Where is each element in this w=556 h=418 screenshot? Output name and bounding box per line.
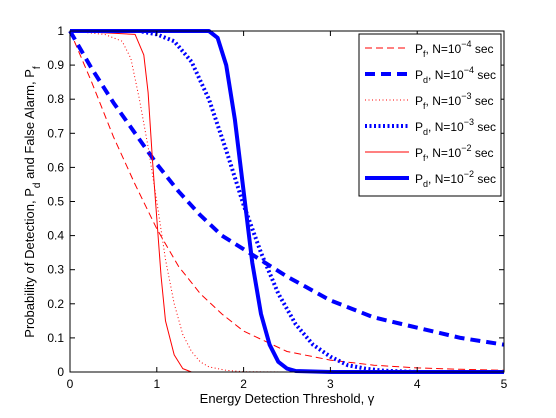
y-tick-label: 0.3 [47,263,64,277]
x-tick-label: 3 [327,377,334,391]
y-tick-label: 0.8 [47,92,64,106]
y-tick-label: 0.9 [47,58,64,72]
series-line-1 [69,30,505,371]
y-tick-label: 0.2 [47,297,64,311]
x-axis-title: Energy Detection Threshold, γ [200,391,375,406]
x-tick-label: 0 [67,377,74,391]
y-title-mid: and False Alarm, P [22,69,37,182]
y-tick-label: 0.7 [47,126,64,140]
x-tick-label: 4 [414,377,421,391]
legend: Pf, N=10−4 sec Pd, N=10−4 sec Pf, N=10−3 s… [358,33,502,197]
x-tick-label: 5 [501,377,508,391]
series-layer [68,29,505,374]
y-axis-title-text: Probability of Detection, P [22,188,37,338]
legend-box [358,33,502,197]
axis-ticks: 0 1 2 3 4 5 0 0.1 0.2 0.3 0.4 0.5 0.6 0.7 0.8 0.9 1 [47,24,507,391]
series-line-3 [69,30,504,373]
legend-label-1: Pf, N=10−4 sec [415,39,494,59]
y-tick-label: 0.6 [47,160,64,174]
y-tick-label: 0.4 [47,229,64,243]
y-axis-title: Probability of Detection, Pd and False A… [22,66,43,338]
x-tick-label: 1 [153,377,160,391]
x-tick-label: 2 [240,377,247,391]
series-line-5 [69,30,504,373]
legend-label-4: Pd, N=10−3 sec [415,117,496,137]
y-tick-label: 0.5 [47,195,64,209]
y-tick-label: 1 [57,24,64,38]
legend-label-3: Pf, N=10−3 sec [415,91,494,111]
series-line-6 [70,29,504,374]
series-line-2 [68,29,505,347]
y-tick-label: 0.1 [47,331,64,345]
legend-label-6: Pd, N=10−2 sec [415,169,496,189]
y-tick-label: 0 [57,365,64,379]
y-title-sub-f: f [32,66,43,69]
legend-label-5: Pf, N=10−2 sec [415,143,494,163]
y-title-sub-d: d [32,183,43,189]
legend-label-2: Pd, N=10−4 sec [415,65,496,85]
